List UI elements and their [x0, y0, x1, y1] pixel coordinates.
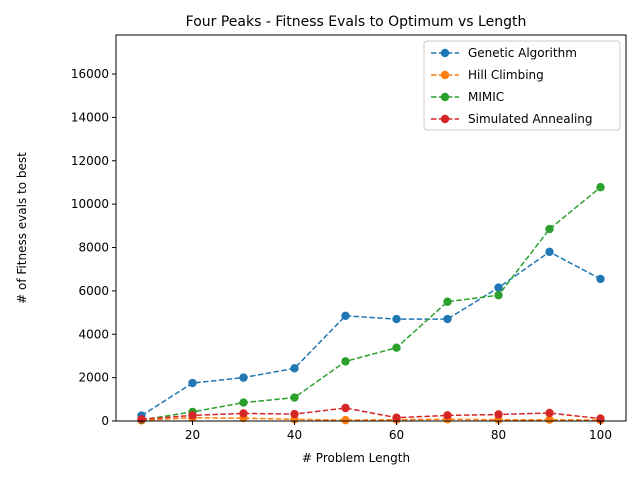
data-point-simulated-annealing: [137, 415, 146, 424]
data-point-genetic-algorithm: [494, 283, 503, 292]
data-point-genetic-algorithm: [188, 378, 197, 388]
data-point-mimic: [392, 343, 401, 352]
data-point-simulated-annealing: [188, 411, 197, 420]
data-point-mimic: [239, 398, 248, 407]
data-point-genetic-algorithm: [341, 311, 350, 321]
x-tick-label: 20: [185, 428, 200, 442]
chart-title: Four Peaks - Fitness Evals to Optimum vs…: [186, 14, 527, 30]
y-axis-label: # of Fitness evals to best: [15, 152, 29, 304]
legend-label-genetic-algorithm: Genetic Algorithm: [468, 46, 577, 60]
data-point-mimic: [290, 393, 299, 402]
data-point-hill-climbing: [341, 415, 350, 425]
data-point-genetic-algorithm: [545, 247, 554, 257]
data-point-hill-climbing: [545, 415, 554, 424]
y-tick-label: 0: [101, 414, 109, 428]
y-tick-label: 4000: [78, 327, 109, 341]
data-point-genetic-algorithm: [290, 364, 299, 373]
legend-marker-mimic: [440, 92, 450, 102]
data-point-mimic: [341, 357, 350, 366]
legend-marker-genetic-algorithm: [440, 48, 450, 58]
x-tick-label: 100: [589, 428, 612, 442]
legend: Genetic Algorithm Hill Climbing MIMIC Simul…: [423, 40, 621, 131]
y-tick-label: 16000: [71, 67, 109, 81]
data-point-genetic-algorithm: [596, 274, 605, 284]
series-line-simulated-annealing: [141, 407, 601, 421]
y-tick-label: 6000: [78, 284, 109, 298]
axes: 20 40 60 80 100 0 2000 4000 6000 8000 10000 12000 14…: [71, 67, 612, 442]
data-point-simulated-annealing: [392, 413, 401, 422]
legend-marker-simulated-annealing: [440, 114, 450, 124]
x-tick-label: 80: [491, 428, 506, 442]
data-point-simulated-annealing: [443, 411, 452, 420]
data-point-mimic: [596, 183, 605, 192]
series-line-genetic-algorithm: [141, 251, 601, 417]
plot-frame: [115, 34, 627, 422]
data-point-simulated-annealing: [290, 409, 299, 419]
y-tick-label: 2000: [78, 371, 109, 385]
legend-label-hill-climbing: Hill Climbing: [468, 68, 544, 82]
y-tick-label: 14000: [71, 110, 109, 124]
series-line-mimic: [141, 186, 601, 421]
legend-label-simulated-annealing: Simulated Annealing: [468, 112, 593, 126]
data-point-mimic: [494, 291, 503, 300]
series-line-hill-climbing: [141, 416, 601, 422]
data-point-genetic-algorithm: [443, 314, 452, 324]
data-point-genetic-algorithm: [392, 314, 401, 324]
data-point-mimic: [443, 297, 452, 306]
legend-label-mimic: MIMIC: [468, 90, 504, 104]
data-point-genetic-algorithm: [239, 373, 248, 382]
data-point-simulated-annealing: [494, 410, 503, 419]
legend-box: [423, 40, 621, 131]
legend-marker-hill-climbing: [440, 70, 450, 80]
x-axis-label: # Problem Length: [302, 451, 410, 465]
plot-area: [137, 183, 605, 425]
data-point-mimic: [545, 224, 554, 234]
y-tick-label: 10000: [71, 197, 109, 211]
x-tick-label: 40: [287, 428, 302, 442]
data-point-simulated-annealing: [545, 408, 554, 418]
data-point-simulated-annealing: [341, 403, 350, 413]
y-tick-label: 12000: [71, 154, 109, 168]
y-tick-label: 8000: [78, 241, 109, 255]
data-point-simulated-annealing: [239, 409, 248, 418]
x-tick-label: 60: [389, 428, 404, 442]
